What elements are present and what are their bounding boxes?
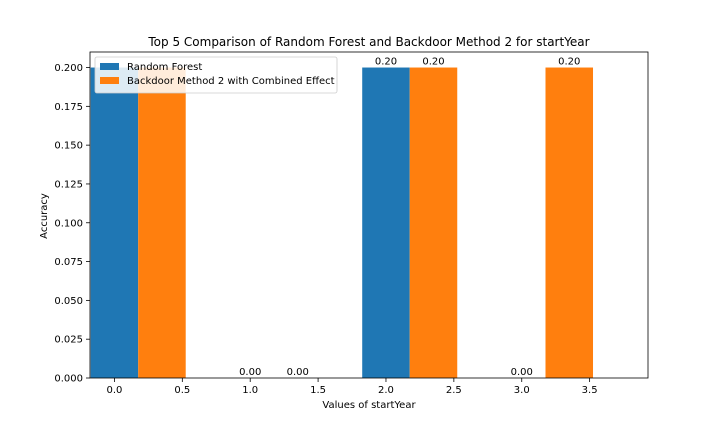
plot-frame: [89, 51, 649, 379]
x-tick-label: 0.5: [174, 385, 190, 396]
x-tick-label: 0.0: [106, 385, 122, 396]
bar-series-0-0: [90, 67, 139, 379]
bar-series-1-3: [545, 67, 594, 379]
y-tick-label: 0.175: [54, 102, 83, 113]
y-tick-label: 0.150: [54, 141, 83, 152]
plot-area: 0.00 0.20 0.00 0.00 0.20 0.20 0.000 0.025 0.050 0…: [54, 51, 649, 396]
legend: Random Forest Backdoor Method 2 with Comb…: [94, 56, 338, 94]
legend-swatch-1: [100, 77, 119, 84]
x-tick-label: 3.0: [514, 385, 530, 396]
x-axis-label: Values of startYear: [322, 400, 416, 411]
bar-label-1-3: 0.20: [558, 57, 580, 68]
x-tick-label: 1.0: [242, 385, 258, 396]
bar-series-0-2: [362, 67, 410, 379]
bar-label-0-1: 0.00: [239, 367, 261, 378]
y-tick-label: 0.200: [54, 63, 83, 74]
bar-label-1-2: 0.20: [422, 57, 444, 68]
legend-box: [94, 56, 338, 94]
bar-series-1-0: [138, 67, 186, 379]
bar-label-1-1: 0.00: [287, 367, 309, 378]
x-tick-label: 2.0: [378, 385, 394, 396]
bar-series-1-2: [409, 67, 458, 379]
y-tick-label: 0.125: [54, 179, 83, 190]
legend-swatch-0: [100, 63, 119, 70]
y-tick-label: 0.075: [54, 257, 83, 268]
y-tick-label: 0.000: [54, 374, 83, 385]
x-tick-label: 1.5: [310, 385, 326, 396]
y-tick-label: 0.050: [54, 296, 83, 307]
legend-label-1: Backdoor Method 2 with Combined Effect: [127, 76, 335, 87]
legend-label-0: Random Forest: [127, 62, 202, 73]
x-tick-label: 3.5: [582, 385, 598, 396]
y-tick-label: 0.100: [54, 218, 83, 229]
bar-label-0-3: 0.00: [511, 367, 533, 378]
y-tick-label: 0.025: [54, 335, 83, 346]
x-tick-label: 2.5: [446, 385, 462, 396]
y-axis-label: Accuracy: [39, 193, 50, 239]
bar-label-0-2: 0.20: [375, 57, 397, 68]
chart-title: Top 5 Comparison of Random Forest and Ba…: [147, 35, 589, 49]
